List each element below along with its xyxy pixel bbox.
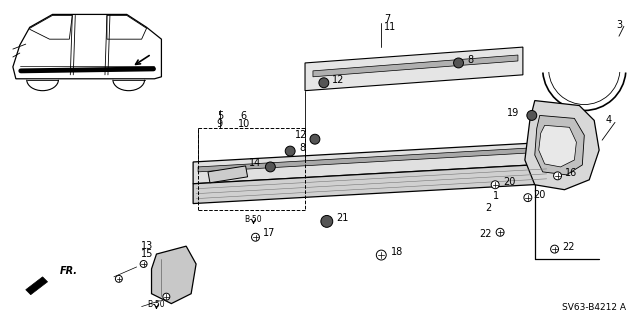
Circle shape xyxy=(376,250,386,260)
Text: 21: 21 xyxy=(337,213,349,223)
Polygon shape xyxy=(152,246,196,304)
Text: SV63-B4212 A: SV63-B4212 A xyxy=(561,303,625,312)
Text: 15: 15 xyxy=(141,249,154,259)
Circle shape xyxy=(285,146,295,156)
Text: 12: 12 xyxy=(294,130,307,140)
Circle shape xyxy=(163,293,170,300)
Circle shape xyxy=(492,181,499,189)
Text: 5: 5 xyxy=(217,111,223,122)
Text: 22: 22 xyxy=(480,229,492,239)
Text: 7: 7 xyxy=(384,14,390,24)
Text: 11: 11 xyxy=(384,22,397,32)
Circle shape xyxy=(266,162,275,172)
Text: 20: 20 xyxy=(532,190,545,200)
Polygon shape xyxy=(193,142,550,184)
Text: 9: 9 xyxy=(217,119,223,129)
Text: 12: 12 xyxy=(332,75,344,85)
Polygon shape xyxy=(525,100,599,190)
Polygon shape xyxy=(539,125,577,167)
Circle shape xyxy=(527,110,537,120)
Polygon shape xyxy=(26,277,47,295)
Text: 16: 16 xyxy=(564,168,577,178)
Text: 10: 10 xyxy=(237,119,250,129)
Polygon shape xyxy=(535,115,584,175)
Text: FR.: FR. xyxy=(60,266,77,276)
Text: 4: 4 xyxy=(606,115,612,125)
Text: 8: 8 xyxy=(467,55,474,65)
Circle shape xyxy=(550,245,559,253)
Circle shape xyxy=(319,78,329,88)
Text: 13: 13 xyxy=(141,241,154,251)
Circle shape xyxy=(115,275,122,282)
Circle shape xyxy=(524,194,532,202)
Text: 14: 14 xyxy=(249,158,262,168)
Text: 17: 17 xyxy=(264,228,276,238)
Text: 22: 22 xyxy=(563,242,575,252)
Polygon shape xyxy=(305,47,523,91)
Text: 1: 1 xyxy=(493,191,499,201)
Text: 19: 19 xyxy=(507,108,519,118)
Text: 20: 20 xyxy=(503,177,515,187)
Circle shape xyxy=(140,261,147,267)
Circle shape xyxy=(310,134,320,144)
Text: 6: 6 xyxy=(241,111,246,122)
Polygon shape xyxy=(208,166,248,183)
Circle shape xyxy=(321,215,333,227)
Circle shape xyxy=(496,228,504,236)
Text: 8: 8 xyxy=(299,143,305,153)
Circle shape xyxy=(554,172,561,180)
Polygon shape xyxy=(313,55,518,77)
Polygon shape xyxy=(198,147,545,172)
Text: B-50: B-50 xyxy=(148,300,165,309)
Text: 2: 2 xyxy=(485,203,492,212)
Circle shape xyxy=(454,58,463,68)
Text: 18: 18 xyxy=(391,247,403,257)
Text: B-50: B-50 xyxy=(244,215,262,224)
Circle shape xyxy=(252,233,259,241)
Polygon shape xyxy=(193,164,550,204)
Text: 3: 3 xyxy=(616,20,622,30)
